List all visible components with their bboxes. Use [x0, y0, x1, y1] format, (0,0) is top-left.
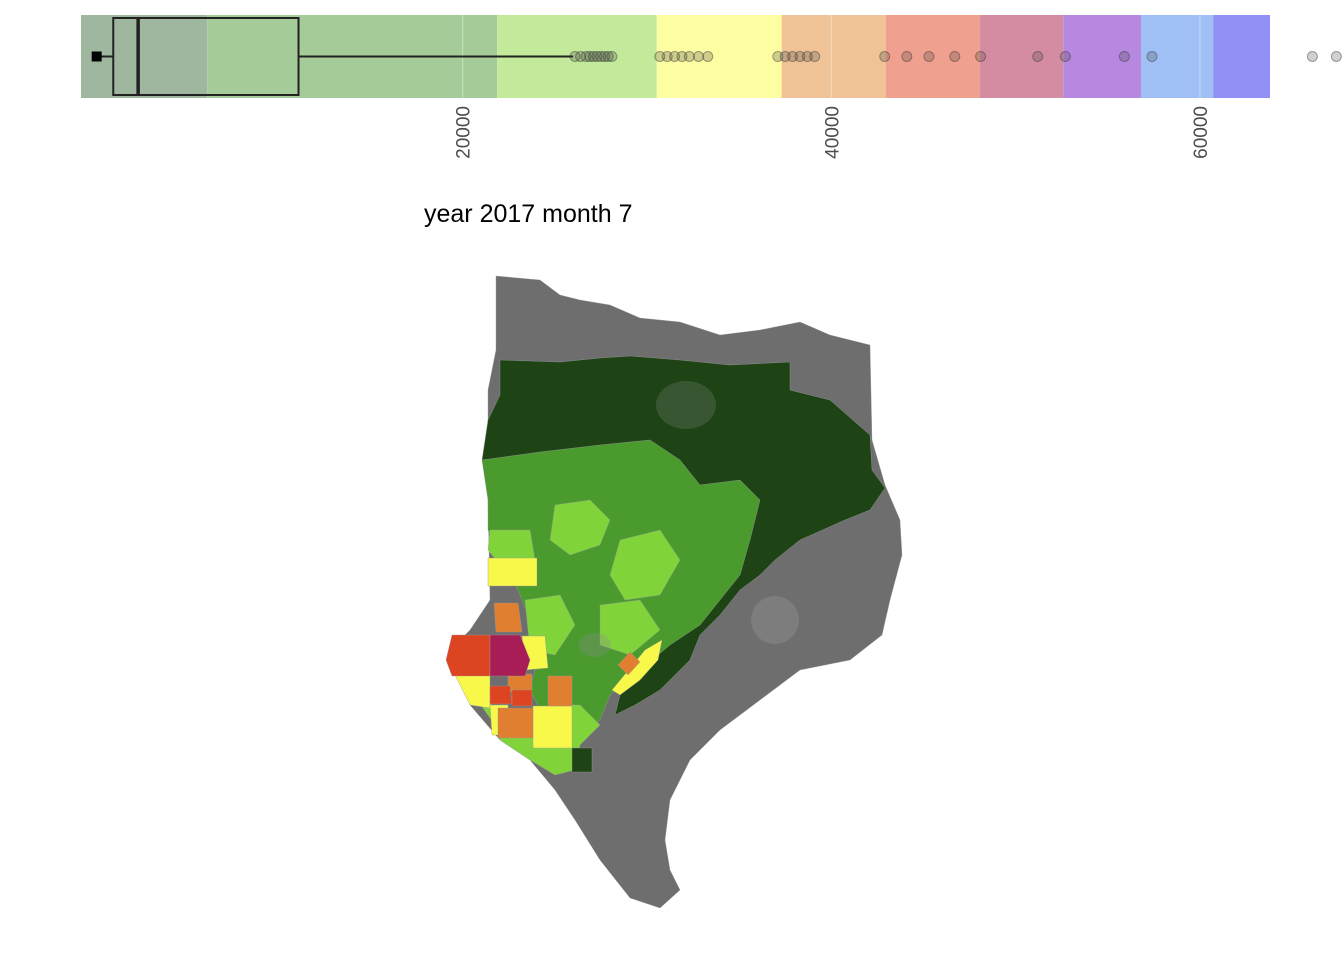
color-band-7	[980, 15, 1064, 98]
region-orange-4	[617, 651, 641, 676]
outlier-point-6	[591, 51, 603, 62]
region-yellow-3	[454, 674, 491, 709]
outlier-point-13	[669, 51, 681, 62]
region-light-green-5	[599, 599, 661, 656]
outlier-point-17	[702, 51, 714, 62]
outlier-point-1	[569, 51, 581, 62]
outlier-point-21	[794, 51, 806, 62]
outlier-point-20	[787, 51, 799, 62]
region-light-green-1	[549, 499, 611, 556]
color-band-10	[1213, 15, 1270, 98]
outlier-point-31	[1118, 51, 1130, 62]
outlier-point-9	[602, 51, 614, 62]
region-orange-5	[507, 673, 533, 693]
color-band-6	[885, 15, 981, 98]
urban-area-2	[751, 596, 799, 644]
outlier-point-15	[683, 51, 695, 62]
outlier-point-5	[587, 51, 599, 62]
outlier-point-14	[676, 51, 688, 62]
outlier-point-8	[599, 51, 611, 62]
color-band-8	[1063, 15, 1141, 98]
outlier-point-4	[584, 51, 596, 62]
region-red-3	[511, 689, 533, 707]
outlier-point-32	[1146, 51, 1158, 62]
urban-area-3	[579, 633, 611, 657]
region-red-2	[489, 685, 513, 705]
boxplot-legend: 20000 40000 60000	[81, 15, 1342, 159]
color-band-9	[1140, 15, 1214, 98]
iqr-box	[112, 17, 300, 96]
outlier-point-24	[879, 51, 891, 62]
outlier-point-22	[801, 51, 813, 62]
outlier-point-11	[654, 51, 666, 62]
color-band-5	[781, 15, 886, 98]
outlier-point-3	[580, 51, 592, 62]
region-light-green-2	[609, 529, 681, 601]
outlier-point-2	[575, 51, 587, 62]
region-yellow-2	[611, 639, 663, 696]
region-yellow-1	[487, 557, 538, 587]
outlier-point-30	[1059, 51, 1071, 62]
outlier-point-29	[1032, 51, 1044, 62]
tick-label-20000: 20000	[454, 106, 475, 159]
map-title: year 2017 month 7	[424, 200, 633, 228]
outlier-point-34	[1330, 51, 1342, 62]
tick-label-60000: 60000	[1191, 106, 1212, 159]
outlier-point-7	[595, 51, 607, 62]
outlier-point-25	[901, 51, 913, 62]
outlier-point-27	[949, 51, 961, 62]
urban-area-1	[656, 381, 716, 429]
tick-label-40000: 40000	[822, 106, 843, 159]
region-red-1	[445, 634, 491, 677]
region-orange-2	[547, 675, 573, 707]
color-band-4	[656, 15, 782, 98]
outlier-point-18	[772, 51, 784, 62]
region-yellow-4	[532, 705, 573, 749]
outlier-point-23	[809, 51, 821, 62]
outlier-point-28	[975, 51, 987, 62]
outlier-point-10	[606, 51, 618, 62]
outlier-point-26	[923, 51, 935, 62]
region-orange-3	[497, 707, 534, 739]
region-orange-1	[493, 602, 523, 633]
min-marker	[91, 51, 102, 62]
region-dark-green-south	[571, 747, 593, 773]
region-magenta	[489, 634, 531, 677]
outlier-point-19	[779, 51, 791, 62]
outlier-point-33	[1306, 51, 1318, 62]
outlier-point-16	[693, 51, 705, 62]
outlier-point-12	[661, 51, 673, 62]
